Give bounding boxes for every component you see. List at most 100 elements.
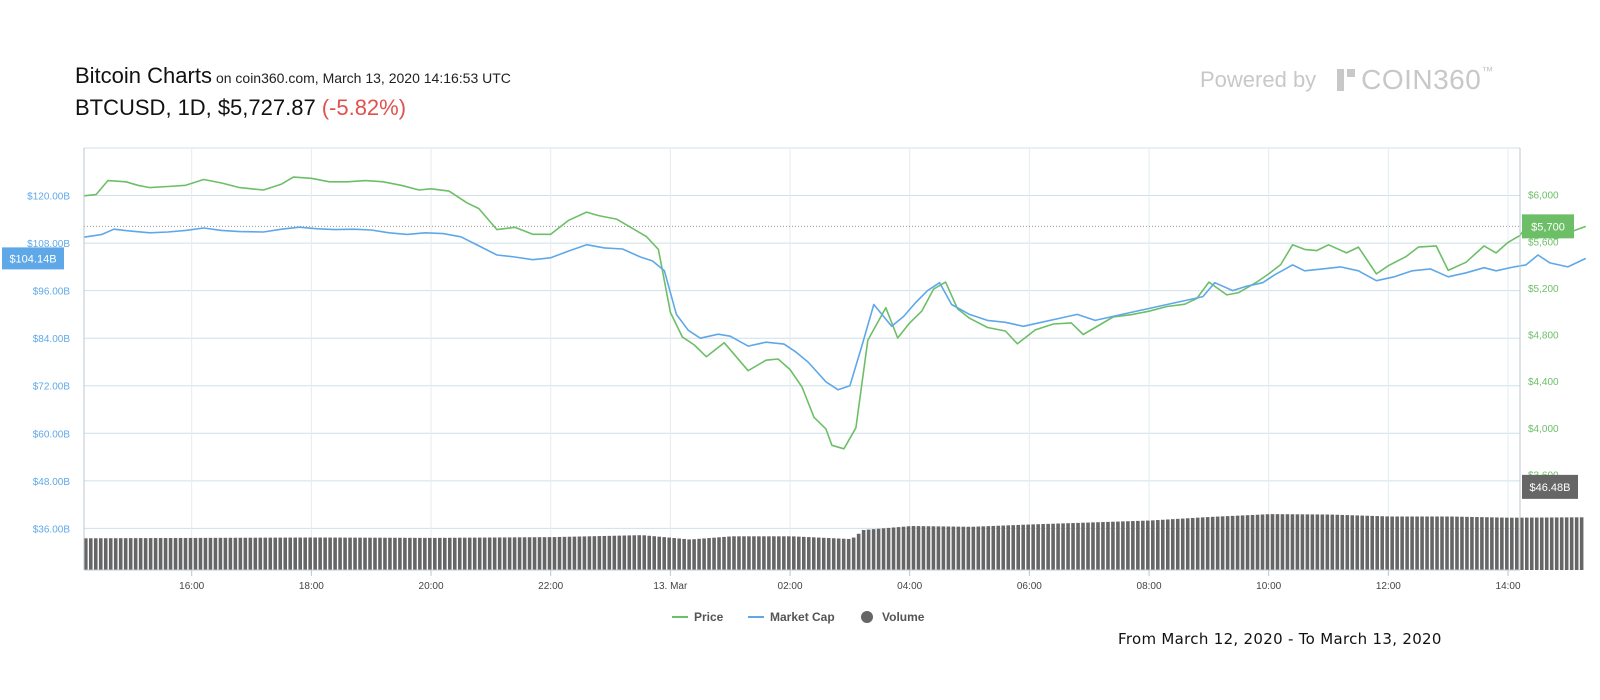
volume-bar bbox=[1106, 521, 1110, 570]
volume-bar bbox=[1500, 517, 1504, 570]
chart-title: Bitcoin Charts bbox=[75, 63, 212, 88]
volume-bar bbox=[477, 537, 482, 570]
volume-bar bbox=[657, 536, 661, 570]
volume-bar bbox=[183, 537, 188, 570]
trademark-mark: ™ bbox=[1481, 64, 1494, 78]
volume-bar bbox=[627, 535, 632, 570]
volume-bar bbox=[1515, 517, 1519, 570]
market-cap-series-line bbox=[83, 226, 1587, 391]
volume-bar bbox=[1001, 525, 1006, 570]
powered-by-brand[interactable]: Powered by COIN360™ bbox=[1200, 64, 1493, 96]
volume-bar bbox=[1220, 516, 1225, 570]
x-tick-label: 22:00 bbox=[538, 581, 563, 592]
volume-bar bbox=[961, 526, 966, 570]
coin360-logo-icon bbox=[1336, 69, 1357, 91]
volume-bar bbox=[1180, 518, 1185, 570]
symbol-label: BTCUSD, bbox=[75, 95, 172, 120]
volume-bar bbox=[343, 537, 347, 570]
volume-bar bbox=[1240, 515, 1245, 570]
volume-bar bbox=[1131, 521, 1135, 570]
volume-bar bbox=[497, 537, 502, 570]
volume-bar bbox=[1141, 520, 1145, 570]
volume-bar bbox=[1385, 516, 1389, 570]
volume-bar bbox=[826, 538, 831, 570]
volume-bar bbox=[1415, 516, 1419, 570]
volume-bar bbox=[1165, 519, 1170, 570]
chart-header: Bitcoin Charts on coin360.com, March 13, … bbox=[75, 62, 511, 123]
legend-item-volume[interactable]: Volume bbox=[861, 610, 925, 624]
volume-bar bbox=[502, 537, 507, 570]
volume-bar bbox=[532, 537, 537, 570]
volume-bar bbox=[1300, 514, 1305, 570]
price-current-label: $5,700 bbox=[1531, 221, 1565, 233]
volume-bar bbox=[1051, 523, 1055, 570]
volume-bar bbox=[1280, 514, 1285, 570]
volume-bar bbox=[178, 537, 183, 570]
volume-bar bbox=[941, 526, 946, 570]
volume-bar bbox=[313, 537, 317, 570]
volume-bar bbox=[956, 526, 961, 570]
volume-bar bbox=[831, 538, 836, 570]
volume-bar bbox=[692, 539, 696, 570]
volume-bar bbox=[1445, 516, 1449, 570]
volume-bar bbox=[921, 526, 926, 570]
volume-bar bbox=[916, 526, 921, 570]
right-tick-label: $4,400 bbox=[1528, 377, 1559, 388]
volume-current-flag bbox=[1522, 474, 1578, 499]
right-tick-label: $4,800 bbox=[1528, 331, 1559, 342]
volume-bar bbox=[258, 537, 263, 570]
left-tick-label: $72.00B bbox=[33, 382, 71, 393]
volume-bar bbox=[123, 538, 128, 570]
volume-bar bbox=[268, 537, 273, 570]
volume-bar bbox=[707, 538, 711, 570]
volume-bar bbox=[1450, 516, 1454, 570]
volume-bar bbox=[507, 537, 512, 570]
legend-item-market-cap[interactable]: Market Cap bbox=[748, 610, 835, 624]
volume-bar bbox=[1260, 514, 1265, 570]
volume-bar bbox=[1475, 517, 1479, 570]
volume-bar bbox=[213, 537, 218, 570]
volume-bar bbox=[1076, 522, 1080, 570]
volume-bar bbox=[1310, 514, 1315, 570]
volume-bar bbox=[413, 537, 417, 570]
volume-bar bbox=[1554, 517, 1559, 570]
volume-bar bbox=[1175, 518, 1180, 570]
volume-bar bbox=[687, 539, 691, 570]
volume-bar bbox=[218, 537, 223, 570]
volume-bar bbox=[936, 526, 941, 570]
volume-bar bbox=[572, 536, 577, 570]
volume-bar bbox=[408, 537, 412, 570]
volume-bar bbox=[1031, 524, 1035, 570]
volume-bar bbox=[1510, 517, 1514, 570]
volume-bar bbox=[1255, 514, 1260, 570]
volume-current-label: $46.48B bbox=[1530, 482, 1571, 494]
volume-bar bbox=[153, 538, 158, 570]
volume-bar bbox=[173, 537, 178, 570]
volume-bar bbox=[662, 537, 666, 570]
volume-bar bbox=[193, 537, 198, 570]
volume-bar bbox=[1375, 516, 1379, 570]
volume-bar bbox=[1061, 523, 1065, 570]
chart-legend[interactable]: Price Market Cap Volume bbox=[672, 610, 925, 624]
volume-bar bbox=[383, 537, 387, 570]
legend-item-price[interactable]: Price bbox=[672, 610, 724, 624]
market-cap-current-flag bbox=[2, 247, 64, 270]
volume-bar bbox=[1380, 516, 1384, 570]
price-series-line bbox=[83, 176, 1587, 450]
volume-bar bbox=[846, 538, 851, 570]
volume-bar bbox=[263, 537, 268, 570]
volume-bar bbox=[802, 536, 806, 570]
volume-bar bbox=[856, 533, 861, 570]
x-tick-label: 16:00 bbox=[179, 581, 204, 592]
right-tick-label: $6,000 bbox=[1528, 191, 1559, 202]
volume-bar bbox=[811, 537, 816, 570]
volume-bar bbox=[1305, 514, 1310, 570]
volume-bar bbox=[1146, 520, 1150, 570]
volume-bar bbox=[1335, 514, 1340, 570]
volume-bar bbox=[702, 538, 706, 570]
volume-bar bbox=[697, 538, 701, 570]
volume-bar bbox=[632, 535, 637, 570]
volume-bar bbox=[1026, 524, 1030, 570]
volume-bar bbox=[1425, 516, 1429, 570]
